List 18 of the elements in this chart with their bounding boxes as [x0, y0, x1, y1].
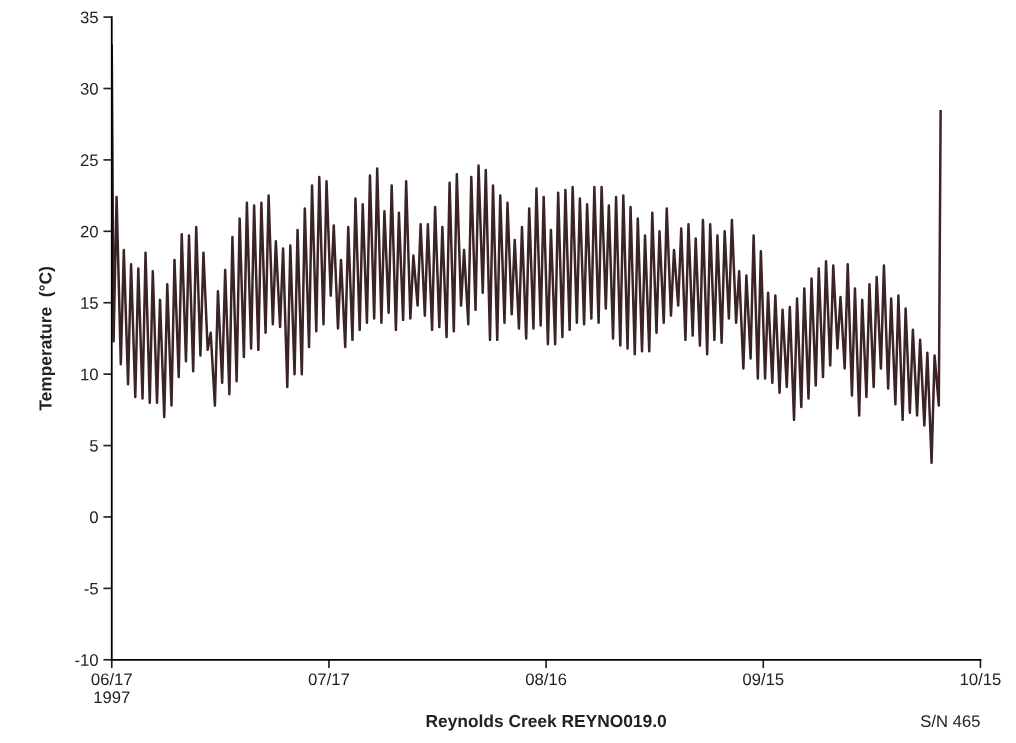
y-tick-label: -5	[84, 582, 98, 595]
y-tick-label: 25	[80, 154, 98, 167]
y-tick-label: 0	[89, 511, 98, 524]
x-axis-title: Reynolds Creek REYNO019.0	[426, 714, 667, 731]
x-tick-label: 07/17	[308, 672, 349, 686]
y-tick-label: 10	[81, 368, 98, 381]
y-axis-title: Temperature (°C)	[38, 267, 56, 411]
y-tick-label: 15	[81, 297, 98, 309]
x-tick-label: 06/17 1997	[91, 672, 132, 704]
x-tick-label: 09/15	[743, 672, 784, 686]
x-tick-label: 10/15	[960, 672, 1001, 686]
text: S/N 465	[920, 714, 980, 728]
y-tick-label: 20	[80, 225, 98, 238]
y-tick-label: 5	[89, 440, 98, 452]
y-tick-label: -10	[75, 654, 98, 666]
x-tick-label: 08/16	[525, 672, 567, 686]
y-tick-label: 35	[80, 11, 98, 24]
y-tick-label: 30	[80, 82, 98, 95]
